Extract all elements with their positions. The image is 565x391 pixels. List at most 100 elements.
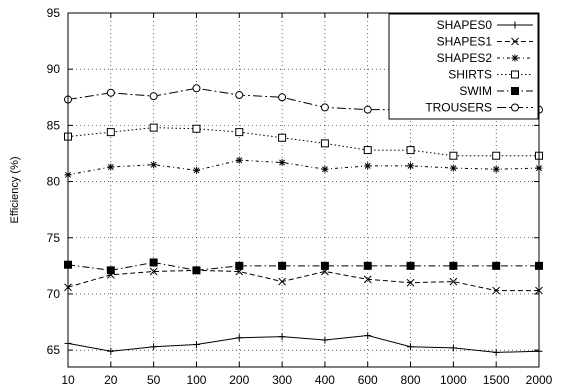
data-point bbox=[407, 162, 415, 170]
data-point bbox=[407, 343, 415, 351]
y-tick-label: 85 bbox=[47, 118, 61, 132]
data-point bbox=[150, 161, 158, 169]
data-point bbox=[235, 91, 244, 100]
y-axis-ticks: 65 70 75 80 85 90 95 bbox=[47, 6, 539, 357]
data-point bbox=[235, 128, 244, 137]
y-tick-label: 95 bbox=[47, 6, 61, 20]
data-point bbox=[278, 277, 286, 286]
data-point bbox=[192, 341, 200, 349]
data-point bbox=[107, 347, 115, 355]
data-point bbox=[278, 158, 286, 166]
x-axis-ticks: 10 20 50 100 200 300 400 600 800 1000 1500 2000 bbox=[61, 13, 553, 387]
legend-marker bbox=[511, 21, 519, 29]
data-point bbox=[406, 146, 415, 155]
data-point bbox=[406, 278, 415, 287]
data-point bbox=[278, 261, 287, 270]
data-point bbox=[449, 344, 457, 352]
series-shapes2 bbox=[64, 156, 543, 179]
x-tick-label: 200 bbox=[229, 373, 249, 387]
data-point bbox=[278, 133, 287, 142]
data-point bbox=[320, 103, 329, 112]
legend-marker bbox=[511, 87, 519, 95]
data-point bbox=[363, 105, 372, 114]
plot-frame bbox=[67, 12, 540, 368]
data-point bbox=[192, 124, 201, 133]
legend-label: SHIRTS bbox=[448, 68, 492, 82]
data-point bbox=[449, 164, 457, 172]
data-point bbox=[321, 336, 329, 344]
series-line bbox=[67, 159, 540, 176]
data-point bbox=[363, 261, 372, 270]
y-axis-label: Efficiency (%) bbox=[9, 156, 21, 223]
data-point bbox=[363, 275, 372, 284]
data-point bbox=[149, 123, 158, 132]
legend-marker bbox=[511, 70, 519, 79]
series-swim bbox=[64, 258, 543, 275]
data-point bbox=[149, 258, 158, 267]
y-tick-label: 70 bbox=[47, 287, 61, 301]
legend-item: SHIRTS bbox=[448, 68, 533, 82]
data-point bbox=[278, 333, 286, 341]
legend-box bbox=[388, 13, 539, 120]
y-tick-label: 65 bbox=[47, 343, 61, 357]
legend-label: SHAPES2 bbox=[437, 51, 493, 65]
data-point bbox=[492, 261, 501, 270]
legend-item: SWIM bbox=[459, 84, 533, 98]
data-point bbox=[235, 334, 243, 342]
data-point bbox=[107, 163, 115, 171]
data-point bbox=[492, 348, 500, 356]
legend-label: SHAPES0 bbox=[437, 18, 493, 32]
legend-item: SHAPES2 bbox=[437, 51, 533, 65]
data-point bbox=[150, 343, 158, 351]
x-tick-label: 100 bbox=[186, 373, 206, 387]
series-shirts bbox=[64, 123, 543, 160]
y-tick-label: 80 bbox=[47, 175, 61, 189]
data-point bbox=[149, 267, 158, 276]
x-tick-label: 400 bbox=[315, 373, 335, 387]
data-point bbox=[321, 165, 329, 173]
data-point bbox=[192, 84, 201, 93]
legend-marker bbox=[511, 54, 519, 62]
data-point bbox=[363, 146, 372, 155]
data-point bbox=[235, 156, 243, 164]
data-point bbox=[320, 261, 329, 270]
data-point bbox=[449, 277, 458, 286]
data-point bbox=[192, 266, 201, 275]
legend-label: SHAPES1 bbox=[437, 35, 493, 49]
data-point bbox=[449, 261, 458, 270]
legend-marker bbox=[511, 37, 519, 46]
legend-label: SWIM bbox=[459, 84, 492, 98]
data-point bbox=[278, 93, 287, 102]
data-point bbox=[106, 266, 115, 275]
y-tick-label: 90 bbox=[47, 62, 61, 76]
x-tick-label: 300 bbox=[272, 373, 292, 387]
legend-marker bbox=[511, 103, 519, 112]
legend-label: TROUSERS bbox=[425, 101, 492, 115]
y-tick-label: 75 bbox=[47, 231, 61, 245]
data-point bbox=[492, 151, 501, 160]
x-tick-label: 600 bbox=[358, 373, 378, 387]
data-point bbox=[149, 92, 158, 101]
data-point bbox=[406, 261, 415, 270]
x-tick-label: 1000 bbox=[440, 373, 467, 387]
data-point bbox=[192, 166, 200, 174]
data-point bbox=[364, 162, 372, 170]
data-point bbox=[106, 88, 115, 97]
series-line bbox=[67, 261, 539, 271]
data-point bbox=[492, 286, 501, 295]
series-line bbox=[67, 335, 540, 353]
data-point bbox=[106, 128, 115, 137]
x-tick-label: 2000 bbox=[526, 373, 553, 387]
series-shapes1 bbox=[64, 266, 543, 295]
data-point bbox=[492, 165, 500, 173]
x-tick-label: 800 bbox=[401, 373, 421, 387]
legend: SHAPES0 SHAPES1 SHAPES2 SHIRTS SWIM TROUSERS bbox=[388, 13, 539, 120]
data-point bbox=[235, 261, 244, 270]
legend-item: SHAPES1 bbox=[437, 35, 533, 49]
data-point bbox=[449, 151, 458, 160]
legend-item: SHAPES0 bbox=[437, 18, 533, 32]
data-point bbox=[320, 139, 329, 148]
series-line bbox=[67, 269, 539, 292]
x-tick-label: 20 bbox=[104, 373, 118, 387]
